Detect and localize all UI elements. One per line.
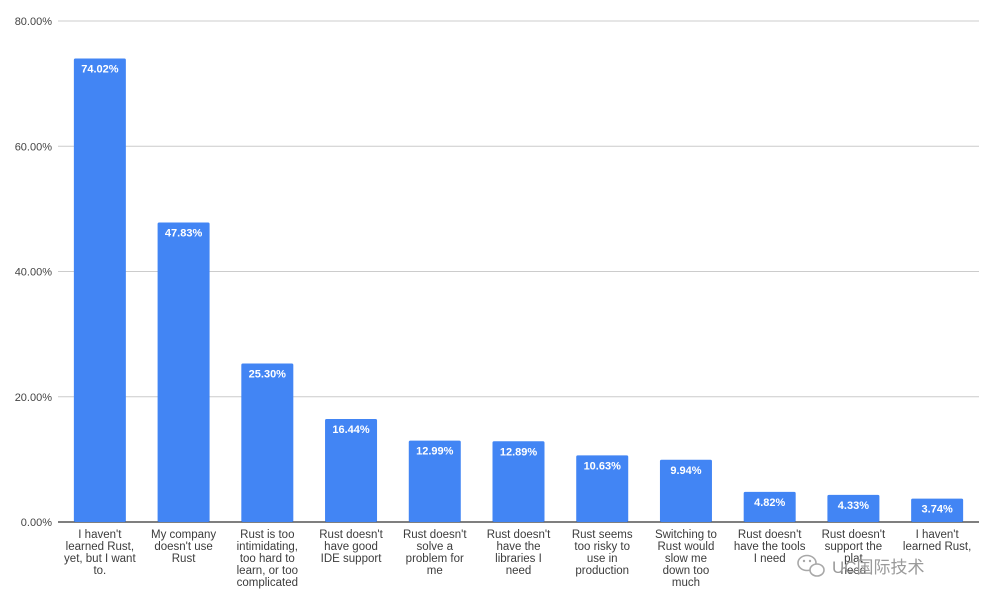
bar xyxy=(911,498,964,522)
y-tick-label: 20.00% xyxy=(15,392,53,404)
data-label: 16.44% xyxy=(332,424,370,436)
bar xyxy=(73,58,126,523)
data-labels: 74.02% 47.83% 25.30% 16.44% 12.99% 12.89% 10.6… xyxy=(81,63,953,515)
x-category-label: Rust doesn't have the tools I need xyxy=(734,529,806,565)
bar xyxy=(827,494,880,522)
bar xyxy=(659,459,712,522)
data-label: 74.02% xyxy=(81,63,119,75)
y-tick-label: 60.00% xyxy=(15,141,53,153)
data-label: 47.83% xyxy=(165,227,203,239)
data-label: 9.94% xyxy=(670,465,701,477)
y-tick-label: 80.00% xyxy=(15,16,53,28)
x-category-label: Rust doesn't support the plat need xyxy=(822,529,886,577)
data-label: 4.33% xyxy=(838,500,869,512)
bar xyxy=(492,441,545,522)
x-category-label: My company doesn't use Rust xyxy=(151,529,216,565)
data-label: 25.30% xyxy=(249,369,287,381)
watermark-text: UC国际技术 xyxy=(832,558,925,577)
bar xyxy=(241,363,294,522)
x-category-label: I haven't learned Rust, xyxy=(903,529,971,553)
data-label: 10.63% xyxy=(584,460,622,472)
bar xyxy=(576,455,629,522)
x-axis-categories: I haven't learned Rust, yet, but I want to.… xyxy=(64,529,971,589)
bar xyxy=(325,419,378,522)
bar xyxy=(743,491,796,522)
data-label: 3.74% xyxy=(922,504,953,516)
y-tick-label: 40.00% xyxy=(15,267,53,279)
x-category-label: Rust doesn't solve a problem for me xyxy=(403,529,467,577)
x-category-label: Rust doesn't have good IDE support xyxy=(319,529,383,565)
data-label: 12.99% xyxy=(416,446,454,458)
y-axis-ticks: 0.00% 20.00% 40.00% 60.00% 80.00% xyxy=(15,16,53,529)
wechat-bubble-icon xyxy=(797,554,825,577)
bar xyxy=(408,440,461,522)
x-category-label: Rust seems too risky to use in production xyxy=(572,529,633,577)
data-label: 12.89% xyxy=(500,446,538,458)
bars xyxy=(73,58,964,523)
y-tick-label: 0.00% xyxy=(21,517,52,529)
x-category-label: Switching to Rust would slow me down too muc… xyxy=(655,529,717,589)
bar xyxy=(157,222,210,522)
x-category-label: I haven't learned Rust, yet, but I want to. xyxy=(64,529,136,577)
watermark: UC国际技术 xyxy=(797,554,925,577)
x-category-label: Rust is too intimidating, too hard to learn… xyxy=(237,529,298,589)
data-label: 4.82% xyxy=(754,497,785,509)
